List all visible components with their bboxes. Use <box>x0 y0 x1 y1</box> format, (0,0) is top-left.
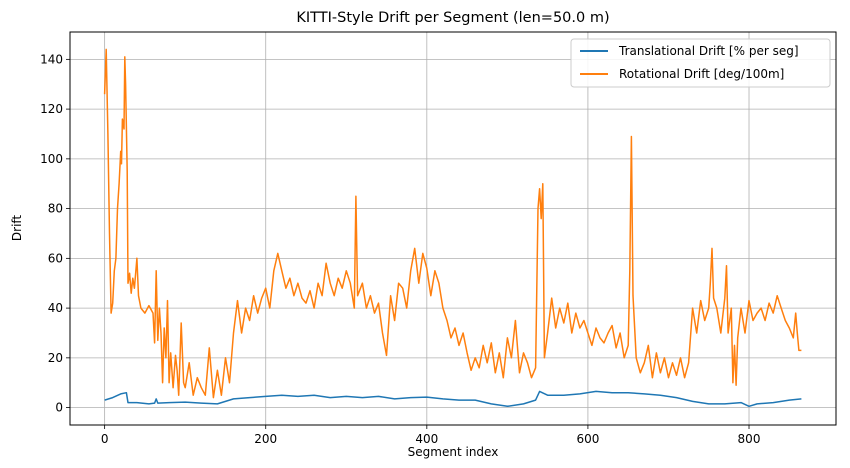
grid-lines <box>70 32 836 425</box>
x-tick-label: 400 <box>415 432 438 446</box>
chart-title: KITTI-Style Drift per Segment (len=50.0 … <box>296 10 609 26</box>
y-tick-label: 40 <box>48 301 63 315</box>
rotational-drift-line <box>103 48 802 399</box>
x-tick-label: 200 <box>254 432 277 446</box>
legend-label-rotational: Rotational Drift [deg/100m] <box>619 67 784 81</box>
y-tick-label: 80 <box>48 202 63 216</box>
x-tick-label: 800 <box>738 432 761 446</box>
legend-label-translational: Translational Drift [% per seg] <box>618 44 799 58</box>
y-axis-label: Drift <box>10 215 24 242</box>
y-tick-label: 20 <box>48 351 63 365</box>
plot-frame <box>69 31 837 426</box>
x-axis-label: Segment index <box>408 445 499 459</box>
series-layer <box>103 48 802 408</box>
y-axis-ticks: 0 20 40 60 80 100 120 140 <box>40 52 70 415</box>
y-tick-label: 60 <box>48 251 63 265</box>
x-tick-label: 600 <box>576 432 599 446</box>
y-tick-label: 140 <box>40 52 63 66</box>
translational-drift-line <box>104 390 802 408</box>
legend: Translational Drift [% per seg] Rotation… <box>570 38 831 88</box>
x-axis-ticks: 0 200 400 600 800 <box>101 425 761 446</box>
x-tick-label: 0 <box>101 432 109 446</box>
y-tick-label: 100 <box>40 152 63 166</box>
y-tick-label: 120 <box>40 102 63 116</box>
y-tick-label: 0 <box>55 401 63 415</box>
legend-box <box>570 38 831 88</box>
